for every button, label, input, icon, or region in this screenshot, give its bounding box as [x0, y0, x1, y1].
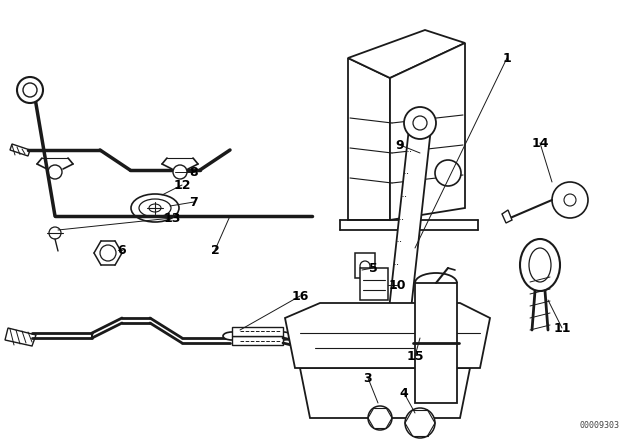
- Polygon shape: [348, 30, 465, 78]
- Polygon shape: [300, 368, 470, 418]
- Bar: [360, 268, 388, 300]
- Polygon shape: [10, 144, 30, 156]
- Bar: [355, 253, 375, 278]
- Circle shape: [48, 165, 62, 179]
- Bar: [415, 283, 457, 403]
- Text: 13: 13: [163, 211, 180, 224]
- Text: 1: 1: [502, 52, 511, 65]
- Text: 2: 2: [211, 244, 220, 257]
- Ellipse shape: [131, 194, 179, 222]
- Text: 11: 11: [553, 322, 571, 335]
- Polygon shape: [379, 128, 431, 400]
- Circle shape: [173, 165, 187, 179]
- Ellipse shape: [529, 248, 551, 282]
- Text: 12: 12: [173, 178, 191, 191]
- Circle shape: [17, 77, 43, 103]
- Polygon shape: [348, 58, 390, 220]
- Circle shape: [368, 406, 392, 430]
- Ellipse shape: [139, 199, 171, 217]
- Text: 8: 8: [189, 165, 198, 178]
- Circle shape: [405, 408, 435, 438]
- Polygon shape: [502, 210, 512, 223]
- Circle shape: [49, 227, 61, 239]
- Text: 5: 5: [369, 262, 378, 275]
- Polygon shape: [5, 328, 36, 346]
- Bar: [232, 327, 283, 336]
- Text: 6: 6: [118, 244, 126, 257]
- Ellipse shape: [223, 332, 241, 340]
- Ellipse shape: [274, 332, 292, 340]
- Bar: [232, 336, 283, 345]
- Text: 7: 7: [189, 195, 198, 208]
- Circle shape: [360, 261, 370, 271]
- Text: 9: 9: [396, 138, 404, 151]
- Text: 3: 3: [364, 371, 372, 384]
- Circle shape: [100, 245, 116, 261]
- Text: 15: 15: [406, 349, 424, 362]
- Ellipse shape: [520, 239, 560, 291]
- Circle shape: [404, 107, 436, 139]
- Text: 10: 10: [388, 279, 406, 292]
- Circle shape: [552, 182, 588, 218]
- Polygon shape: [285, 303, 490, 368]
- Circle shape: [413, 116, 427, 130]
- Text: 00009303: 00009303: [580, 421, 620, 430]
- Circle shape: [435, 160, 461, 186]
- Circle shape: [23, 83, 37, 97]
- Text: 4: 4: [399, 387, 408, 400]
- Text: 14: 14: [531, 137, 548, 150]
- Polygon shape: [390, 43, 465, 220]
- Polygon shape: [328, 353, 340, 373]
- Circle shape: [564, 194, 576, 206]
- Text: 16: 16: [291, 289, 308, 302]
- Ellipse shape: [149, 204, 161, 212]
